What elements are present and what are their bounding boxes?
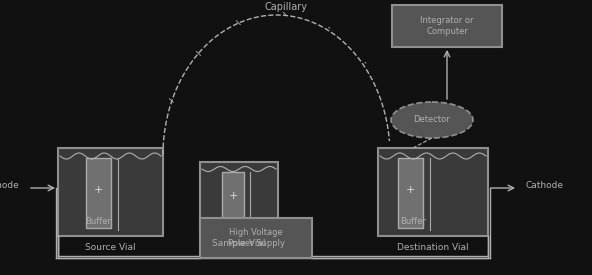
Text: High Voltage
Power Supply: High Voltage Power Supply	[227, 228, 285, 248]
Text: Anode: Anode	[0, 182, 20, 191]
Text: Buffer: Buffer	[85, 218, 111, 227]
Bar	[86, 158, 111, 228]
Text: Destination Vial: Destination Vial	[397, 243, 469, 252]
Bar	[200, 218, 312, 258]
Text: Cathode: Cathode	[526, 182, 564, 191]
Bar	[222, 172, 244, 226]
Text: Detector: Detector	[414, 116, 451, 125]
Bar	[378, 148, 488, 236]
Bar	[200, 162, 278, 232]
Text: Sample Vial: Sample Vial	[213, 240, 266, 249]
Text: +: +	[94, 185, 102, 195]
Bar	[58, 148, 163, 236]
Text: +: +	[406, 185, 414, 195]
Text: Integrator or
Computer: Integrator or Computer	[420, 16, 474, 36]
Text: +: +	[229, 191, 237, 201]
Ellipse shape	[391, 102, 473, 138]
Text: Capillary: Capillary	[265, 2, 307, 12]
Bar	[392, 5, 502, 47]
Text: Buffer: Buffer	[400, 218, 426, 227]
Bar	[398, 158, 423, 228]
Text: Source Vial: Source Vial	[85, 243, 136, 252]
